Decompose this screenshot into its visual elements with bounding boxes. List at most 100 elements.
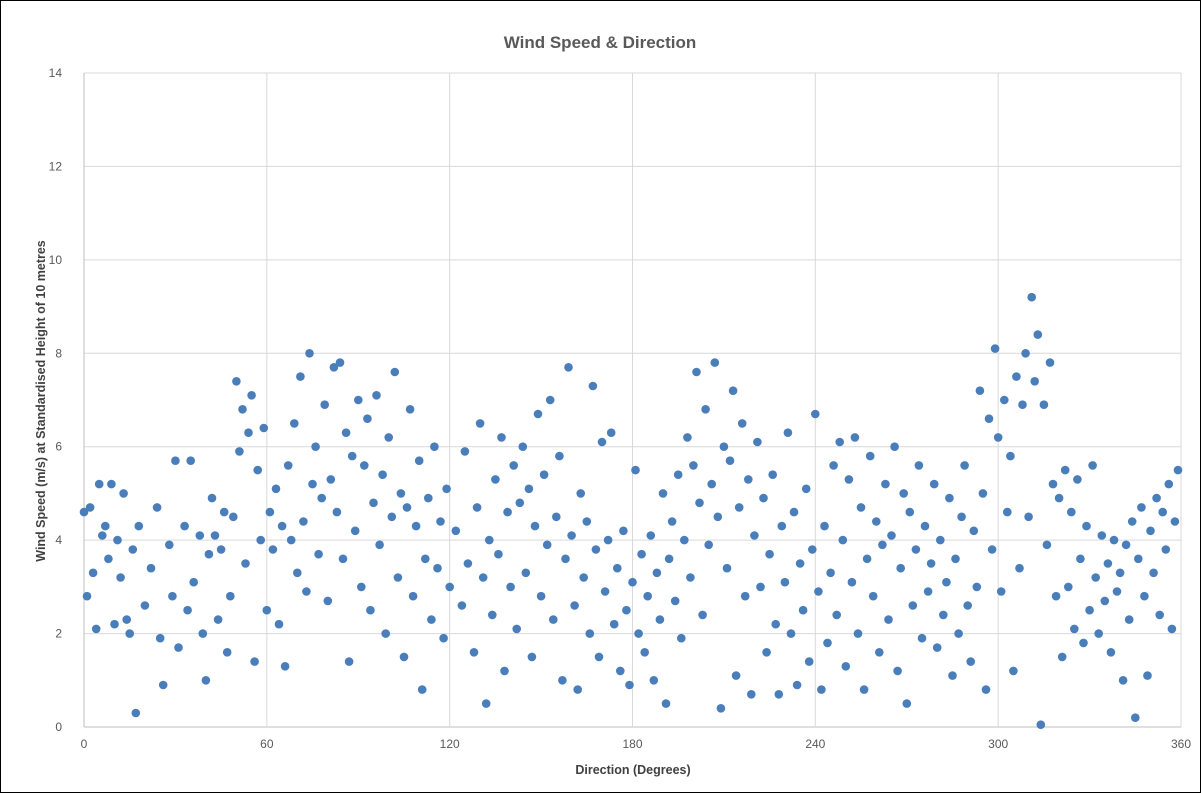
data-point: [174, 643, 183, 652]
data-point: [460, 447, 470, 456]
data-point: [622, 605, 631, 615]
data-point: [98, 531, 107, 540]
data-point: [1012, 372, 1021, 381]
data-point: [1103, 559, 1113, 568]
data-point: [683, 433, 692, 442]
data-point: [695, 498, 704, 508]
data-point: [1039, 400, 1049, 410]
data-point: [750, 531, 759, 540]
data-point: [917, 633, 927, 643]
data-point: [396, 489, 406, 498]
data-point: [920, 521, 930, 531]
data-point: [1082, 521, 1091, 531]
data-point: [131, 708, 141, 718]
data-point: [134, 521, 144, 531]
data-point: [1000, 395, 1009, 405]
data-point: [408, 591, 418, 601]
data-point: [411, 521, 421, 531]
data-point: [786, 629, 796, 638]
data-point: [235, 447, 244, 456]
data-point: [262, 605, 272, 615]
data-point: [88, 568, 98, 578]
data-point: [524, 484, 534, 494]
data-point: [875, 648, 884, 657]
data-point: [363, 414, 372, 424]
data-point: [1018, 400, 1027, 410]
data-point: [1112, 587, 1122, 596]
data-point: [558, 676, 567, 685]
data-point: [549, 615, 558, 624]
data-point: [801, 484, 811, 494]
data-point: [704, 540, 713, 550]
data-point: [350, 526, 360, 536]
data-point: [1067, 507, 1076, 517]
data-point: [1124, 615, 1134, 624]
data-point: [826, 568, 835, 578]
data-point: [588, 381, 598, 391]
data-point: [942, 577, 951, 587]
data-point: [838, 535, 848, 545]
data-point: [216, 545, 226, 554]
data-point: [488, 610, 497, 620]
data-point: [293, 568, 302, 578]
data-point: [204, 549, 214, 559]
data-point: [512, 624, 521, 634]
data-point: [808, 545, 817, 554]
data-point: [640, 648, 649, 657]
y-tick-label: 10: [49, 253, 63, 267]
data-point: [475, 419, 485, 428]
data-point: [664, 554, 674, 564]
data-point: [710, 358, 720, 367]
data-point: [384, 433, 394, 442]
data-point: [872, 517, 881, 526]
data-point: [597, 437, 607, 447]
data-point: [914, 461, 924, 470]
data-point: [521, 568, 531, 578]
data-point: [366, 605, 375, 615]
data-point: [899, 489, 908, 498]
data-point: [393, 573, 403, 582]
data-point: [585, 629, 595, 638]
data-point: [503, 507, 512, 517]
data-point: [1036, 720, 1046, 729]
data-point: [606, 428, 616, 438]
data-point: [783, 428, 793, 438]
data-point: [686, 573, 695, 582]
data-point: [740, 591, 750, 601]
data-point: [299, 517, 308, 526]
x-tick-label: 240: [805, 737, 825, 751]
data-point: [107, 479, 116, 489]
data-point: [567, 531, 576, 540]
data-point: [189, 577, 198, 587]
data-point: [1006, 451, 1015, 461]
data-point: [210, 531, 220, 540]
y-tick-label: 2: [55, 627, 62, 641]
y-tick-label: 12: [49, 159, 63, 173]
data-point: [360, 461, 369, 470]
data-point: [1073, 475, 1082, 484]
data-point: [1140, 591, 1149, 601]
data-point: [1170, 517, 1180, 526]
data-point: [253, 465, 262, 475]
data-point: [1106, 648, 1116, 657]
data-point: [82, 591, 92, 601]
data-point: [969, 526, 979, 536]
data-point: [1121, 540, 1131, 550]
data-point: [283, 461, 293, 470]
data-point: [853, 629, 863, 638]
data-point: [792, 680, 802, 690]
data-point: [905, 507, 915, 517]
data-point: [417, 685, 427, 694]
data-point: [859, 685, 869, 694]
data-point: [957, 512, 966, 522]
data-point: [381, 629, 391, 638]
data-point: [302, 587, 311, 596]
data-point: [844, 475, 854, 484]
data-point: [637, 549, 646, 559]
data-point: [317, 493, 327, 503]
data-point: [643, 591, 652, 601]
data-point: [116, 573, 125, 582]
data-point: [247, 391, 256, 400]
data-point: [1021, 349, 1030, 358]
data-point: [811, 409, 820, 419]
